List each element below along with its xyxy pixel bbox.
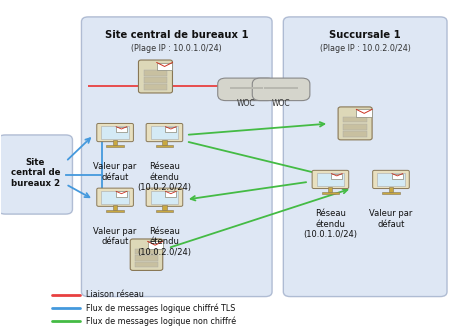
FancyBboxPatch shape bbox=[135, 255, 158, 261]
Bar bbox=[166, 191, 176, 197]
Text: Réseau
étendu
(10.0.2.0/24): Réseau étendu (10.0.2.0/24) bbox=[137, 163, 191, 192]
FancyBboxPatch shape bbox=[144, 77, 167, 83]
Bar bbox=[162, 205, 166, 210]
Text: Valeur par
défaut: Valeur par défaut bbox=[369, 209, 413, 229]
Bar bbox=[328, 187, 333, 192]
Text: Réseau
étendu
(10.0.2.0/24): Réseau étendu (10.0.2.0/24) bbox=[137, 227, 191, 257]
FancyBboxPatch shape bbox=[373, 170, 410, 189]
Text: Liaison réseau: Liaison réseau bbox=[86, 290, 144, 300]
FancyBboxPatch shape bbox=[146, 124, 183, 142]
FancyBboxPatch shape bbox=[130, 239, 163, 270]
FancyBboxPatch shape bbox=[101, 126, 129, 139]
Text: WOC: WOC bbox=[237, 99, 256, 108]
Bar bbox=[106, 210, 124, 212]
FancyBboxPatch shape bbox=[144, 84, 167, 90]
Text: Valeur par
défaut: Valeur par défaut bbox=[94, 227, 137, 247]
Bar bbox=[264, 87, 298, 89]
Bar bbox=[389, 187, 393, 192]
Bar bbox=[356, 110, 372, 117]
FancyBboxPatch shape bbox=[139, 60, 172, 93]
FancyBboxPatch shape bbox=[284, 17, 447, 297]
FancyBboxPatch shape bbox=[146, 188, 183, 206]
Bar bbox=[166, 127, 176, 132]
FancyBboxPatch shape bbox=[377, 173, 405, 186]
Bar bbox=[156, 145, 173, 147]
Text: Réseau
étendu
(10.0.1.0/24): Réseau étendu (10.0.1.0/24) bbox=[303, 209, 357, 239]
FancyBboxPatch shape bbox=[135, 249, 158, 254]
Text: Site
central de
bureaux 2: Site central de bureaux 2 bbox=[11, 158, 60, 188]
FancyBboxPatch shape bbox=[343, 124, 367, 129]
FancyBboxPatch shape bbox=[317, 173, 344, 186]
Bar bbox=[113, 205, 117, 210]
FancyBboxPatch shape bbox=[338, 107, 372, 140]
Bar bbox=[157, 62, 172, 70]
Text: WOC: WOC bbox=[272, 99, 290, 108]
Bar bbox=[392, 174, 403, 179]
Bar bbox=[156, 210, 173, 212]
Text: Flux de messages logique chiffré TLS: Flux de messages logique chiffré TLS bbox=[86, 303, 235, 313]
Text: (Plage IP : 10.0.2.0/24): (Plage IP : 10.0.2.0/24) bbox=[320, 44, 411, 53]
FancyBboxPatch shape bbox=[343, 117, 367, 122]
Text: (Plage IP : 10.0.1.0/24): (Plage IP : 10.0.1.0/24) bbox=[131, 44, 222, 53]
Bar bbox=[113, 140, 117, 145]
Text: Flux de messages logique non chiffré: Flux de messages logique non chiffré bbox=[86, 316, 236, 326]
FancyBboxPatch shape bbox=[151, 126, 178, 139]
Bar bbox=[116, 127, 127, 132]
Bar bbox=[148, 241, 162, 249]
Bar bbox=[162, 140, 166, 145]
Bar bbox=[116, 191, 127, 197]
Bar bbox=[230, 87, 264, 89]
Text: Valeur par
défaut: Valeur par défaut bbox=[94, 163, 137, 182]
Bar bbox=[332, 174, 342, 179]
FancyBboxPatch shape bbox=[97, 188, 133, 206]
FancyBboxPatch shape bbox=[0, 135, 72, 214]
FancyBboxPatch shape bbox=[151, 191, 178, 204]
FancyBboxPatch shape bbox=[144, 70, 167, 76]
FancyBboxPatch shape bbox=[343, 131, 367, 137]
FancyBboxPatch shape bbox=[135, 262, 158, 267]
FancyBboxPatch shape bbox=[97, 124, 133, 142]
FancyBboxPatch shape bbox=[312, 170, 349, 189]
FancyBboxPatch shape bbox=[218, 78, 275, 101]
Text: Succursale 1: Succursale 1 bbox=[329, 30, 401, 40]
Bar bbox=[322, 192, 339, 194]
Bar bbox=[106, 145, 124, 147]
FancyBboxPatch shape bbox=[252, 78, 310, 101]
Bar bbox=[382, 192, 400, 194]
FancyBboxPatch shape bbox=[101, 191, 129, 204]
Text: Site central de bureaux 1: Site central de bureaux 1 bbox=[105, 30, 248, 40]
FancyBboxPatch shape bbox=[81, 17, 272, 297]
